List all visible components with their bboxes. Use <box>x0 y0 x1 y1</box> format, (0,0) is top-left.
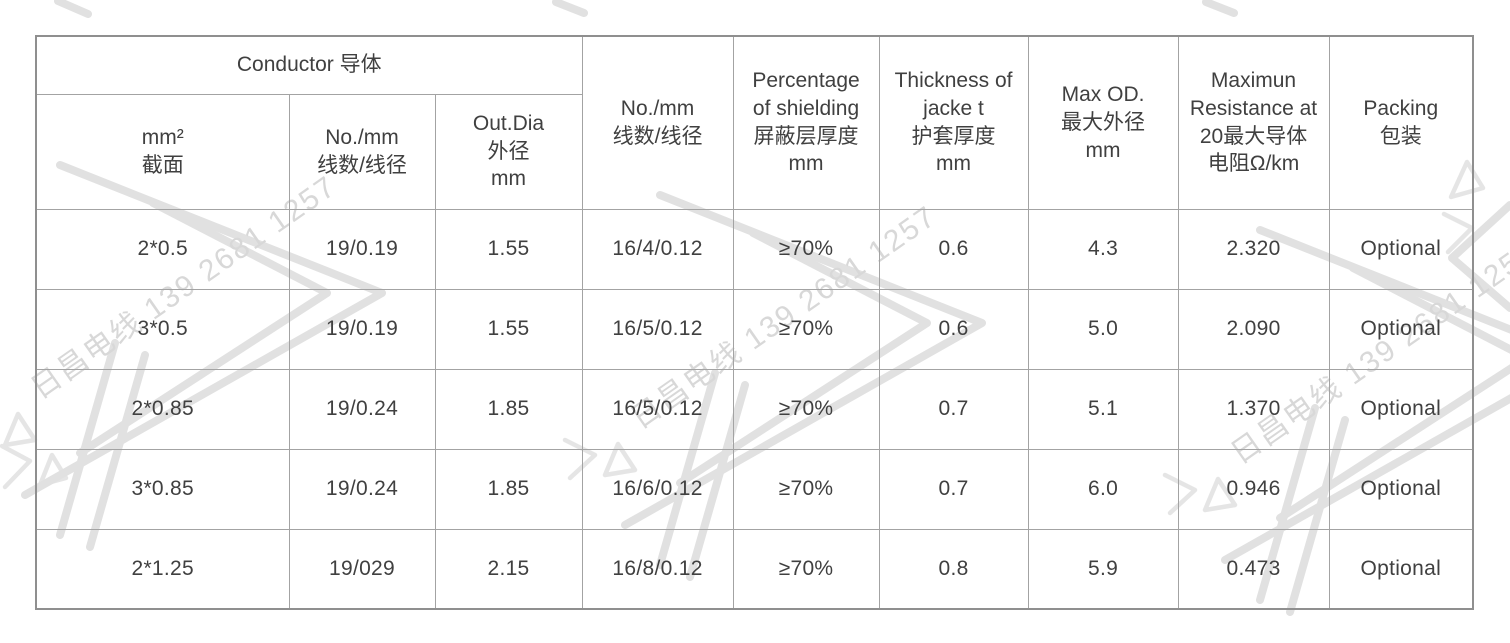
table-cell: ≥70% <box>732 208 880 290</box>
table-cell: 1.55 <box>434 208 583 290</box>
table-cell: 0.946 <box>1177 448 1330 530</box>
watermark-triangle-icon <box>2 411 38 448</box>
table-cell: 5.9 <box>1027 528 1179 610</box>
table-cell: Optional <box>1328 288 1474 370</box>
table-cell: ≥70% <box>732 448 880 530</box>
table-cell: Optional <box>1328 208 1474 290</box>
table-cell: 0.7 <box>878 448 1029 530</box>
table-cell: 3*0.5 <box>35 288 290 370</box>
header-packing: Packing 包装 <box>1328 35 1474 210</box>
table-cell: 0.6 <box>878 208 1029 290</box>
table-cell: 2*1.25 <box>35 528 290 610</box>
header-percentage-shielding: Percentage of shielding 屏蔽层厚度 mm <box>732 35 880 210</box>
header-row-group: Conductor 导体 No./mm 线数/线径 Percentage of … <box>35 35 1474 210</box>
table-cell: 2*0.85 <box>35 368 290 450</box>
table-cell: 0.473 <box>1177 528 1330 610</box>
header-max-od: Max OD. 最大外径 mm <box>1027 35 1179 210</box>
table-cell: 2.320 <box>1177 208 1330 290</box>
table-cell: 1.55 <box>434 288 583 370</box>
table-cell: 16/5/0.12 <box>581 288 734 370</box>
watermark-fragment-icon <box>1202 0 1238 17</box>
table-cell: 3*0.85 <box>35 448 290 530</box>
table-cell: Optional <box>1328 368 1474 450</box>
header-no-mm-shield: No./mm 线数/线径 <box>581 35 734 210</box>
table-cell: 0.7 <box>878 368 1029 450</box>
table-cell: 1.85 <box>434 368 583 450</box>
header-max-resistance: Maximun Resistance at 20最大导体 电阻Ω/km <box>1177 35 1330 210</box>
header-mm2: mm² 截面 <box>35 93 290 210</box>
table-cell: Optional <box>1328 528 1474 610</box>
watermark-chevron-icon <box>0 443 33 490</box>
table-row: 2*0.5 19/0.19 1.55 16/4/0.12 ≥70% 0.6 4.3 2.320… <box>35 208 1474 290</box>
table-body: 2*0.5 19/0.19 1.55 16/4/0.12 ≥70% 0.6 4.3 2.320… <box>35 208 1474 610</box>
table-cell: 16/5/0.12 <box>581 368 734 450</box>
header-thickness-jacket: Thickness of jacke t 护套厚度 mm <box>878 35 1029 210</box>
spec-table: Conductor 导体 No./mm 线数/线径 Percentage of … <box>35 35 1475 610</box>
header-conductor-group: Conductor 导体 <box>35 35 583 95</box>
table-row: 2*0.85 19/0.24 1.85 16/5/0.12 ≥70% 0.7 5.1 1.37… <box>35 368 1474 450</box>
table-cell: 5.0 <box>1027 288 1179 370</box>
table-cell: Optional <box>1328 448 1474 530</box>
table-cell: 16/4/0.12 <box>581 208 734 290</box>
table-cell: 4.3 <box>1027 208 1179 290</box>
table-cell: 5.1 <box>1027 368 1179 450</box>
table-cell: 16/8/0.12 <box>581 528 734 610</box>
table-cell: ≥70% <box>732 368 880 450</box>
table-cell: 19/029 <box>288 528 436 610</box>
watermark-fragment-icon <box>54 0 92 18</box>
table-cell: 19/0.19 <box>288 208 436 290</box>
table-cell: 0.6 <box>878 288 1029 370</box>
table-cell: 2*0.5 <box>35 208 290 290</box>
table-cell: 1.370 <box>1177 368 1330 450</box>
table-row: 3*0.5 19/0.19 1.55 16/5/0.12 ≥70% 0.6 5.0 2.090… <box>35 288 1474 370</box>
table-cell: 16/6/0.12 <box>581 448 734 530</box>
table-cell: ≥70% <box>732 528 880 610</box>
table-header: Conductor 导体 No./mm 线数/线径 Percentage of … <box>35 35 1474 210</box>
table-row: 2*1.25 19/029 2.15 16/8/0.12 ≥70% 0.8 5.9 0.473… <box>35 528 1474 610</box>
header-out-dia: Out.Dia 外径 mm <box>434 93 583 210</box>
table-row: 3*0.85 19/0.24 1.85 16/6/0.12 ≥70% 0.7 6.0 0.94… <box>35 448 1474 530</box>
header-no-mm-conductor: No./mm 线数/线径 <box>288 93 436 210</box>
table-cell: 2.090 <box>1177 288 1330 370</box>
table-cell: 19/0.24 <box>288 448 436 530</box>
table-cell: 1.85 <box>434 448 583 530</box>
table-cell: 2.15 <box>434 528 583 610</box>
table-cell: ≥70% <box>732 288 880 370</box>
table-cell: 0.8 <box>878 528 1029 610</box>
watermark-fragment-icon <box>552 0 588 17</box>
table-cell: 19/0.19 <box>288 288 436 370</box>
table-cell: 6.0 <box>1027 448 1179 530</box>
table-cell: 19/0.24 <box>288 368 436 450</box>
